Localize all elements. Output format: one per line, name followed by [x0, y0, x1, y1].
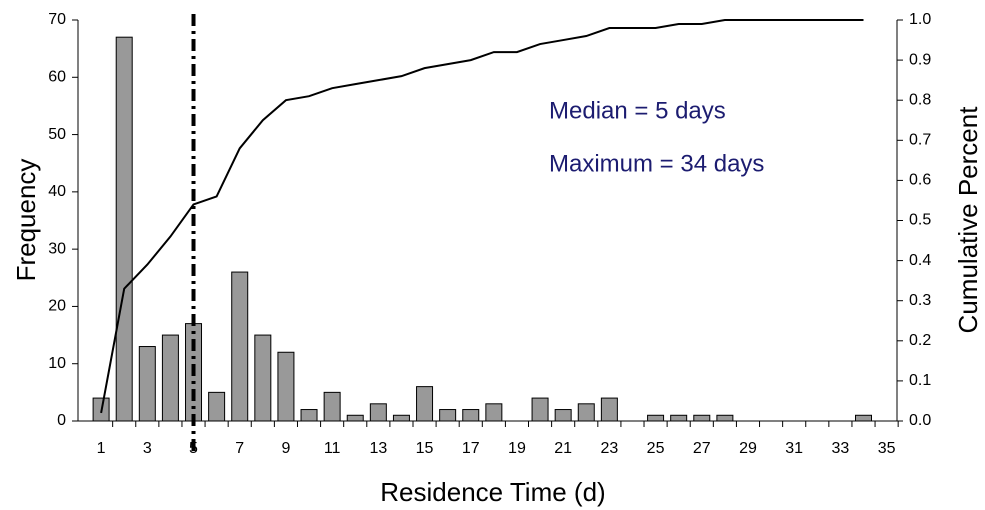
- y-tick-label: 30: [48, 240, 66, 257]
- bar: [693, 414, 711, 422]
- bar: [462, 409, 480, 422]
- y2-axis-title: Cumulative Percent: [953, 106, 983, 334]
- y2-tick-label: 0.1: [909, 372, 931, 389]
- y2-tick-label: 1.0: [909, 11, 931, 28]
- y2-tick-label: 0.5: [909, 212, 931, 229]
- x-tick-label: 7: [235, 440, 244, 457]
- bar: [323, 391, 341, 422]
- bar: [115, 36, 133, 422]
- x-tick-label: 1: [97, 440, 106, 457]
- x-tick-label: 23: [600, 440, 618, 457]
- bar: [600, 397, 618, 422]
- bar: [577, 403, 595, 422]
- x-axis-title: Residence Time (d): [380, 477, 605, 507]
- x-tick-label: 25: [647, 440, 665, 457]
- bar: [392, 414, 410, 422]
- bar: [416, 386, 434, 422]
- bar: [485, 403, 503, 422]
- y2-tick-label: 0.4: [909, 252, 931, 269]
- bar: [439, 409, 457, 422]
- x-tick-label: 15: [416, 440, 434, 457]
- x-tick-label: 21: [554, 440, 572, 457]
- y2-tick-label: 0.9: [909, 51, 931, 68]
- bar: [531, 397, 549, 422]
- annotation: Median = 5 days: [549, 97, 726, 124]
- x-tick-label: 31: [785, 440, 803, 457]
- bar: [554, 409, 572, 422]
- x-tick-label: 13: [369, 440, 387, 457]
- bar: [855, 414, 873, 422]
- annotation: Maximum = 34 days: [549, 150, 764, 177]
- y2-tick-label: 0.0: [909, 412, 931, 429]
- bar: [716, 414, 734, 422]
- x-tick-label: 35: [878, 440, 896, 457]
- y-tick-label: 70: [48, 11, 66, 28]
- y-tick-label: 10: [48, 355, 66, 372]
- y-tick-label: 60: [48, 69, 66, 86]
- bar: [277, 351, 295, 422]
- bar: [369, 403, 387, 422]
- x-tick-label: 3: [143, 440, 152, 457]
- y2-tick-label: 0.6: [909, 172, 931, 189]
- y2-tick-label: 0.8: [909, 91, 931, 108]
- x-tick-label: 29: [739, 440, 757, 457]
- x-tick-label: 11: [324, 440, 341, 457]
- bar: [346, 414, 364, 422]
- bar: [647, 414, 665, 422]
- bar: [300, 409, 318, 422]
- y-tick-label: 40: [48, 183, 66, 200]
- bar: [670, 414, 688, 422]
- x-tick-label: 33: [831, 440, 849, 457]
- y2-tick-label: 0.2: [909, 332, 931, 349]
- y2-tick-label: 0.7: [909, 132, 931, 149]
- bar: [208, 391, 226, 422]
- x-tick-label: 27: [693, 440, 711, 457]
- y-tick-label: 20: [48, 298, 66, 315]
- x-tick-label: 17: [462, 440, 480, 457]
- bar: [138, 346, 156, 422]
- x-tick-label: 19: [508, 440, 526, 457]
- y-tick-label: 0: [57, 412, 66, 429]
- cumulative-line: [100, 19, 864, 414]
- y2-tick-label: 0.3: [909, 292, 931, 309]
- bar: [161, 334, 179, 422]
- bar: [254, 334, 272, 422]
- bar: [231, 271, 249, 422]
- y-tick-label: 50: [48, 126, 66, 143]
- x-tick-label: 9: [281, 440, 290, 457]
- y-axis-title: Frequency: [11, 159, 41, 282]
